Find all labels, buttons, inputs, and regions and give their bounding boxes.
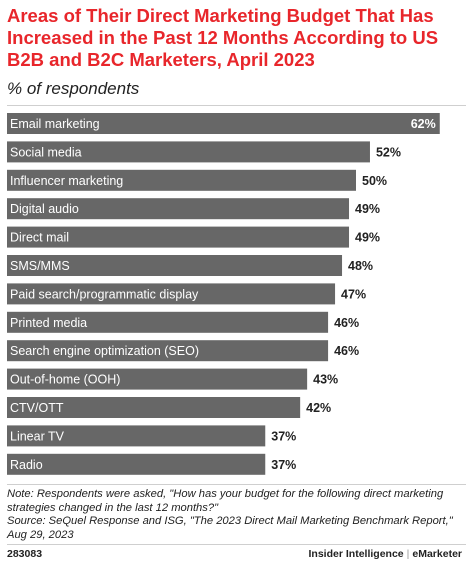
value-label: 47% <box>341 287 366 301</box>
value-label: 37% <box>271 429 296 443</box>
value-label: 37% <box>271 458 296 472</box>
bar <box>7 226 350 248</box>
category-label: Social media <box>10 145 82 159</box>
category-label: Printed media <box>10 316 87 330</box>
chart-id: 283083 <box>7 548 43 560</box>
category-label: CTV/OTT <box>10 401 64 415</box>
category-label: Search engine optimization (SEO) <box>10 344 199 358</box>
footer-divider <box>7 544 466 545</box>
brand-separator: | <box>406 548 410 560</box>
category-label: Email marketing <box>10 117 100 131</box>
value-label: 46% <box>334 316 359 330</box>
category-label: Digital audio <box>10 202 79 216</box>
brand-right: eMarketer <box>412 548 462 560</box>
value-label: 50% <box>362 174 387 188</box>
chart-subtitle: % of respondents <box>7 79 140 98</box>
bar <box>7 255 343 276</box>
bar <box>7 141 370 163</box>
brand-logo: Insider Intelligence | eMarketer <box>309 548 462 560</box>
category-label: Direct mail <box>10 231 69 245</box>
bar <box>7 283 336 305</box>
bar <box>7 425 266 447</box>
value-label: 49% <box>355 202 380 216</box>
value-label: 62% <box>411 117 436 131</box>
bar <box>7 113 440 134</box>
bar <box>7 453 266 475</box>
chart-title: Areas of Their Direct Marketing Budget T… <box>7 5 439 70</box>
bar <box>7 397 301 418</box>
value-label: 48% <box>348 259 373 273</box>
brand-left: Insider Intelligence <box>308 548 404 560</box>
value-label: 42% <box>306 401 331 415</box>
value-label: 52% <box>376 145 401 159</box>
chart-note: Note: Respondents were asked, "How has y… <box>7 488 462 542</box>
category-label: SMS/MMS <box>10 259 70 273</box>
source-text: Source: SeQuel Response and ISG, "The 20… <box>7 515 453 541</box>
value-label: 43% <box>313 373 338 387</box>
category-label: Paid search/programmatic display <box>10 287 199 301</box>
bar <box>7 368 308 390</box>
value-label: 49% <box>355 231 380 245</box>
bar <box>7 169 356 191</box>
bar-chart: Email marketing 62% Social media 52% Influen… <box>7 113 440 475</box>
bar <box>7 340 329 362</box>
category-label: Linear TV <box>10 429 65 443</box>
bottom-divider <box>7 484 466 485</box>
bar <box>7 198 350 220</box>
note-text: Note: Respondents were asked, "How has y… <box>7 488 444 514</box>
category-label: Influencer marketing <box>10 174 123 188</box>
top-divider <box>7 105 466 106</box>
category-label: Out-of-home (OOH) <box>10 373 120 387</box>
bar <box>7 311 329 333</box>
value-label: 46% <box>334 344 359 358</box>
category-label: Radio <box>10 458 43 472</box>
